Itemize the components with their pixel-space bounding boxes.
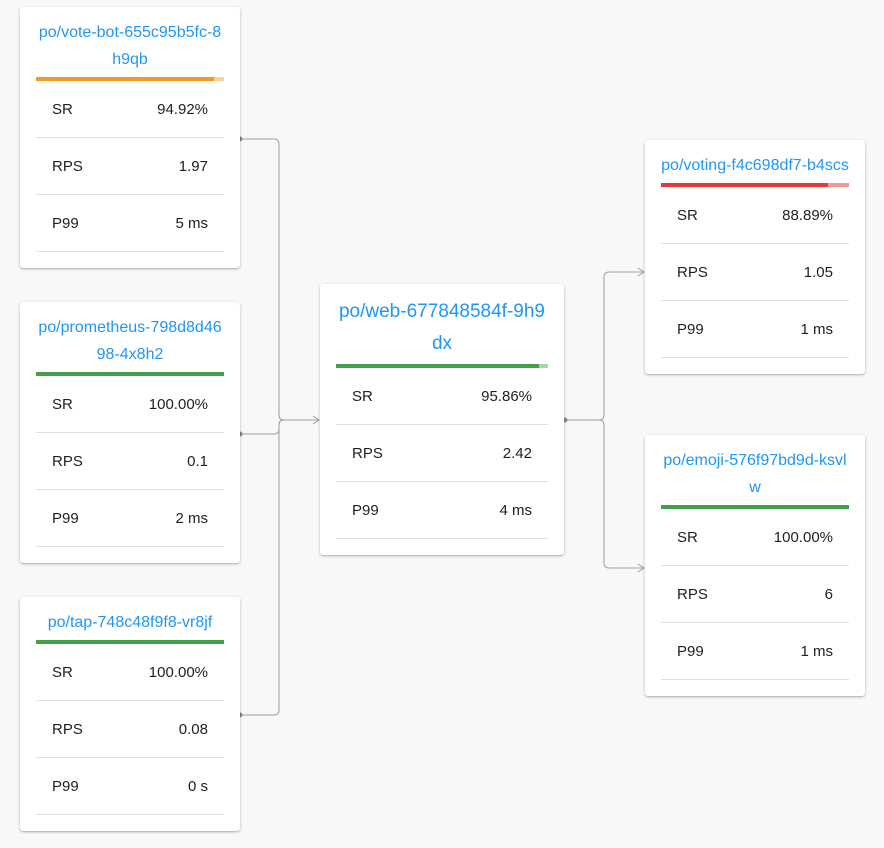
metric-label-sr: SR xyxy=(352,387,373,405)
metric-label-p99: P99 xyxy=(677,320,704,338)
arrowhead-voting-in xyxy=(637,267,645,277)
metric-label-rps: RPS xyxy=(352,444,383,462)
metric-value-p99: 4 ms xyxy=(499,501,532,519)
metric-label-sr: SR xyxy=(677,206,698,224)
pod-card-voting: po/voting-f4c698df7-b4scs SR 88.89% RPS 1.… xyxy=(645,140,865,374)
pod-card-prometheus: po/prometheus-798d8d4698-4x8h2 SR 100.00%… xyxy=(20,302,240,563)
metric-label-p99: P99 xyxy=(52,509,79,527)
success-rate-bar xyxy=(661,183,849,187)
edge-web-to-voting xyxy=(565,271,644,421)
metric-label-p99: P99 xyxy=(52,777,79,795)
metric-value-p99: 1 ms xyxy=(800,320,833,338)
pod-link-prometheus[interactable]: po/prometheus-798d8d4698-4x8h2 xyxy=(38,319,222,363)
metric-value-rps: 1.97 xyxy=(178,157,208,175)
metric-value-sr: 100.00% xyxy=(148,395,208,413)
success-rate-bar-remainder xyxy=(539,364,548,368)
metric-row-rps: RPS 1.97 xyxy=(36,138,224,195)
success-rate-bar-fill xyxy=(661,183,829,187)
metric-label-rps: RPS xyxy=(52,157,83,175)
metric-label-sr: SR xyxy=(52,395,73,413)
metric-value-rps: 6 xyxy=(824,585,833,603)
success-rate-bar-fill xyxy=(36,77,215,81)
metric-label-rps: RPS xyxy=(52,720,83,738)
pod-link-web[interactable]: po/web-677848584f-9h9dx xyxy=(338,301,545,354)
success-rate-bar-remainder xyxy=(828,183,849,187)
metric-value-rps: 0.08 xyxy=(178,720,208,738)
metric-row-p99: P99 2 ms xyxy=(36,490,224,547)
pod-card-vote-bot: po/vote-bot-655c95b5fc-8h9qb SR 94.92% RP… xyxy=(20,7,240,268)
metric-row-sr: SR 88.89% xyxy=(661,187,849,244)
metric-label-rps: RPS xyxy=(52,452,83,470)
metric-value-p99: 2 ms xyxy=(175,509,208,527)
metric-label-rps: RPS xyxy=(677,585,708,603)
metric-label-sr: SR xyxy=(52,100,73,118)
success-rate-bar xyxy=(36,77,224,81)
edge-vote-bot-to-web xyxy=(240,138,319,421)
metric-row-rps: RPS 0.08 xyxy=(36,701,224,758)
metric-row-p99: P99 1 ms xyxy=(661,301,849,358)
success-rate-bar-fill xyxy=(36,372,224,376)
pod-link-emoji[interactable]: po/emoji-576f97bd9d-ksvlw xyxy=(663,452,847,496)
arrowhead-web-in xyxy=(312,415,320,425)
metric-row-p99: P99 5 ms xyxy=(36,195,224,252)
metric-value-p99: 5 ms xyxy=(175,214,208,232)
metric-row-sr: SR 100.00% xyxy=(661,509,849,566)
metric-row-rps: RPS 2.42 xyxy=(336,425,548,482)
pod-link-vote-bot[interactable]: po/vote-bot-655c95b5fc-8h9qb xyxy=(38,24,222,68)
metric-label-p99: P99 xyxy=(52,214,79,232)
pod-card-tap: po/tap-748c48f9f8-vr8jf SR 100.00% RPS 0.0… xyxy=(20,597,240,831)
success-rate-bar-fill xyxy=(661,505,849,509)
metric-value-rps: 2.42 xyxy=(502,444,532,462)
metric-row-rps: RPS 6 xyxy=(661,566,849,623)
edge-web-to-emoji xyxy=(565,419,644,569)
metric-row-p99: P99 1 ms xyxy=(661,623,849,680)
metric-row-p99: P99 4 ms xyxy=(336,482,548,539)
success-rate-bar-remainder xyxy=(214,77,224,81)
metric-row-rps: RPS 1.05 xyxy=(661,244,849,301)
metric-value-sr: 100.00% xyxy=(773,528,833,546)
pod-card-emoji: po/emoji-576f97bd9d-ksvlw SR 100.00% RPS 6… xyxy=(645,435,865,696)
pod-link-tap[interactable]: po/tap-748c48f9f8-vr8jf xyxy=(47,614,213,631)
metric-label-sr: SR xyxy=(52,663,73,681)
success-rate-bar xyxy=(661,505,849,509)
metric-value-rps: 0.1 xyxy=(187,452,208,470)
metric-row-sr: SR 100.00% xyxy=(36,376,224,433)
edge-tap-to-web xyxy=(240,419,319,716)
metric-value-rps: 1.05 xyxy=(803,263,833,281)
success-rate-bar xyxy=(336,364,548,368)
success-rate-bar xyxy=(36,372,224,376)
metric-value-p99: 0 s xyxy=(187,777,208,795)
metric-label-p99: P99 xyxy=(677,642,704,660)
arrowhead-emoji-in xyxy=(637,563,645,573)
metric-row-sr: SR 100.00% xyxy=(36,644,224,701)
metric-value-sr: 100.00% xyxy=(148,663,208,681)
metric-row-sr: SR 94.92% xyxy=(36,81,224,138)
metric-label-sr: SR xyxy=(677,528,698,546)
metric-label-rps: RPS xyxy=(677,263,708,281)
metric-row-p99: P99 0 s xyxy=(36,758,224,815)
metric-row-sr: SR 95.86% xyxy=(336,368,548,425)
metric-label-p99: P99 xyxy=(352,501,379,519)
metric-value-sr: 95.86% xyxy=(481,387,532,405)
success-rate-bar-fill xyxy=(36,640,224,644)
pod-link-voting[interactable]: po/voting-f4c698df7-b4scs xyxy=(661,157,849,174)
success-rate-bar xyxy=(36,640,224,644)
metric-value-sr: 88.89% xyxy=(782,206,833,224)
metric-value-sr: 94.92% xyxy=(157,100,208,118)
metric-value-p99: 1 ms xyxy=(800,642,833,660)
metric-row-rps: RPS 0.1 xyxy=(36,433,224,490)
pod-card-web: po/web-677848584f-9h9dx SR 95.86% RPS 2.42… xyxy=(320,284,564,555)
success-rate-bar-fill xyxy=(336,364,540,368)
